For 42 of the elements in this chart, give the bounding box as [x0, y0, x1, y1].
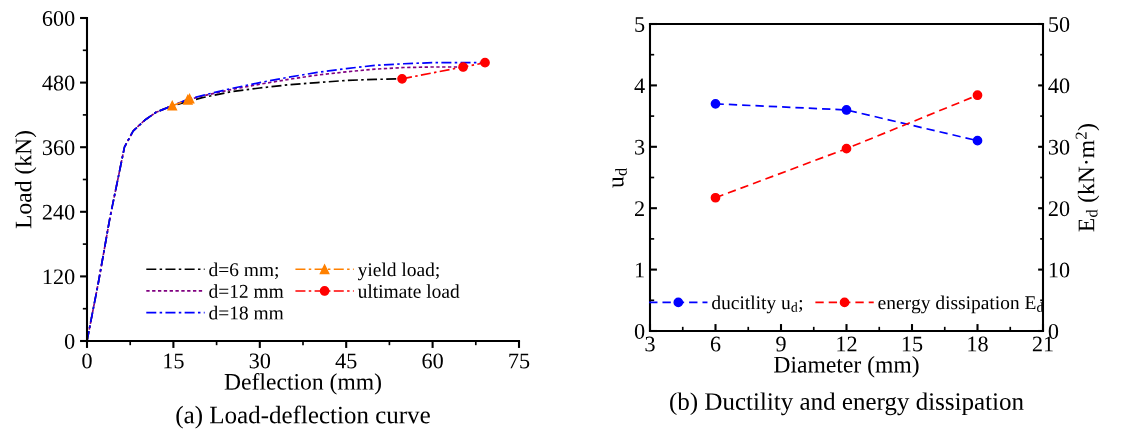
- x-axis-title: Deflection (mm): [224, 372, 381, 395]
- y-tick-label: 5: [635, 17, 645, 32]
- y-tick-label: 3: [635, 139, 645, 155]
- legend-label: d=6 mm;: [209, 262, 278, 280]
- y-tick-label: 4: [634, 78, 645, 94]
- y-tick-label: 360: [42, 140, 75, 156]
- y2-tick-label: 30: [1048, 139, 1070, 155]
- y2-axis-title: E$_{d}$ (kN·m$^{2}$): [1075, 124, 1100, 232]
- text: (b) Ductility and energy dissipation: [670, 392, 1024, 416]
- x-tick-label: 30: [249, 353, 271, 369]
- y-tick-label: 600: [42, 10, 75, 26]
- x-tick-label: 75: [509, 353, 530, 369]
- x-tick-label: 12: [837, 336, 857, 352]
- y-tick-label: 1: [635, 262, 644, 278]
- y2-tick-label: 10: [1049, 262, 1070, 278]
- y-axis-title: u$_{d}$: [612, 167, 627, 188]
- y2-tick-label: 50: [1049, 16, 1070, 32]
- x-tick-label: 45: [335, 353, 357, 369]
- x-tick-label: 6: [710, 336, 721, 352]
- y2-tick-label: 20: [1048, 201, 1070, 217]
- x-tick-label: 15: [902, 336, 923, 352]
- legend-label: energy dissipation E$_{d}$: [878, 295, 1044, 314]
- legend-label: ducitlity u$_{d}$;: [712, 295, 803, 314]
- legend-label: d=12 mm: [209, 284, 284, 298]
- y2-tick-label: 40: [1048, 78, 1070, 94]
- x-tick-label: 15: [164, 353, 184, 369]
- legend-label: yield load;: [357, 262, 439, 281]
- y-tick-label: 240: [42, 204, 75, 220]
- x-tick-label: 18: [968, 336, 988, 352]
- x-tick-label: 9: [776, 336, 786, 352]
- x-tick-label: 3: [645, 336, 655, 352]
- x-tick-label: 0: [82, 353, 92, 369]
- legend-label: ultimate load: [357, 284, 460, 298]
- y-tick-label: 2: [635, 201, 644, 216]
- y-tick-label: 0: [634, 323, 645, 339]
- y-tick-label: 120: [43, 269, 75, 285]
- legend-label: d=18 mm: [209, 305, 284, 320]
- text: (a) Load-deflection curve: [176, 405, 430, 429]
- x-axis-title: Diameter (mm): [774, 356, 919, 378]
- y-axis-title: Load (kN): [14, 131, 37, 229]
- y-tick-label: 480: [42, 75, 75, 91]
- x-tick-label: 60: [422, 353, 443, 369]
